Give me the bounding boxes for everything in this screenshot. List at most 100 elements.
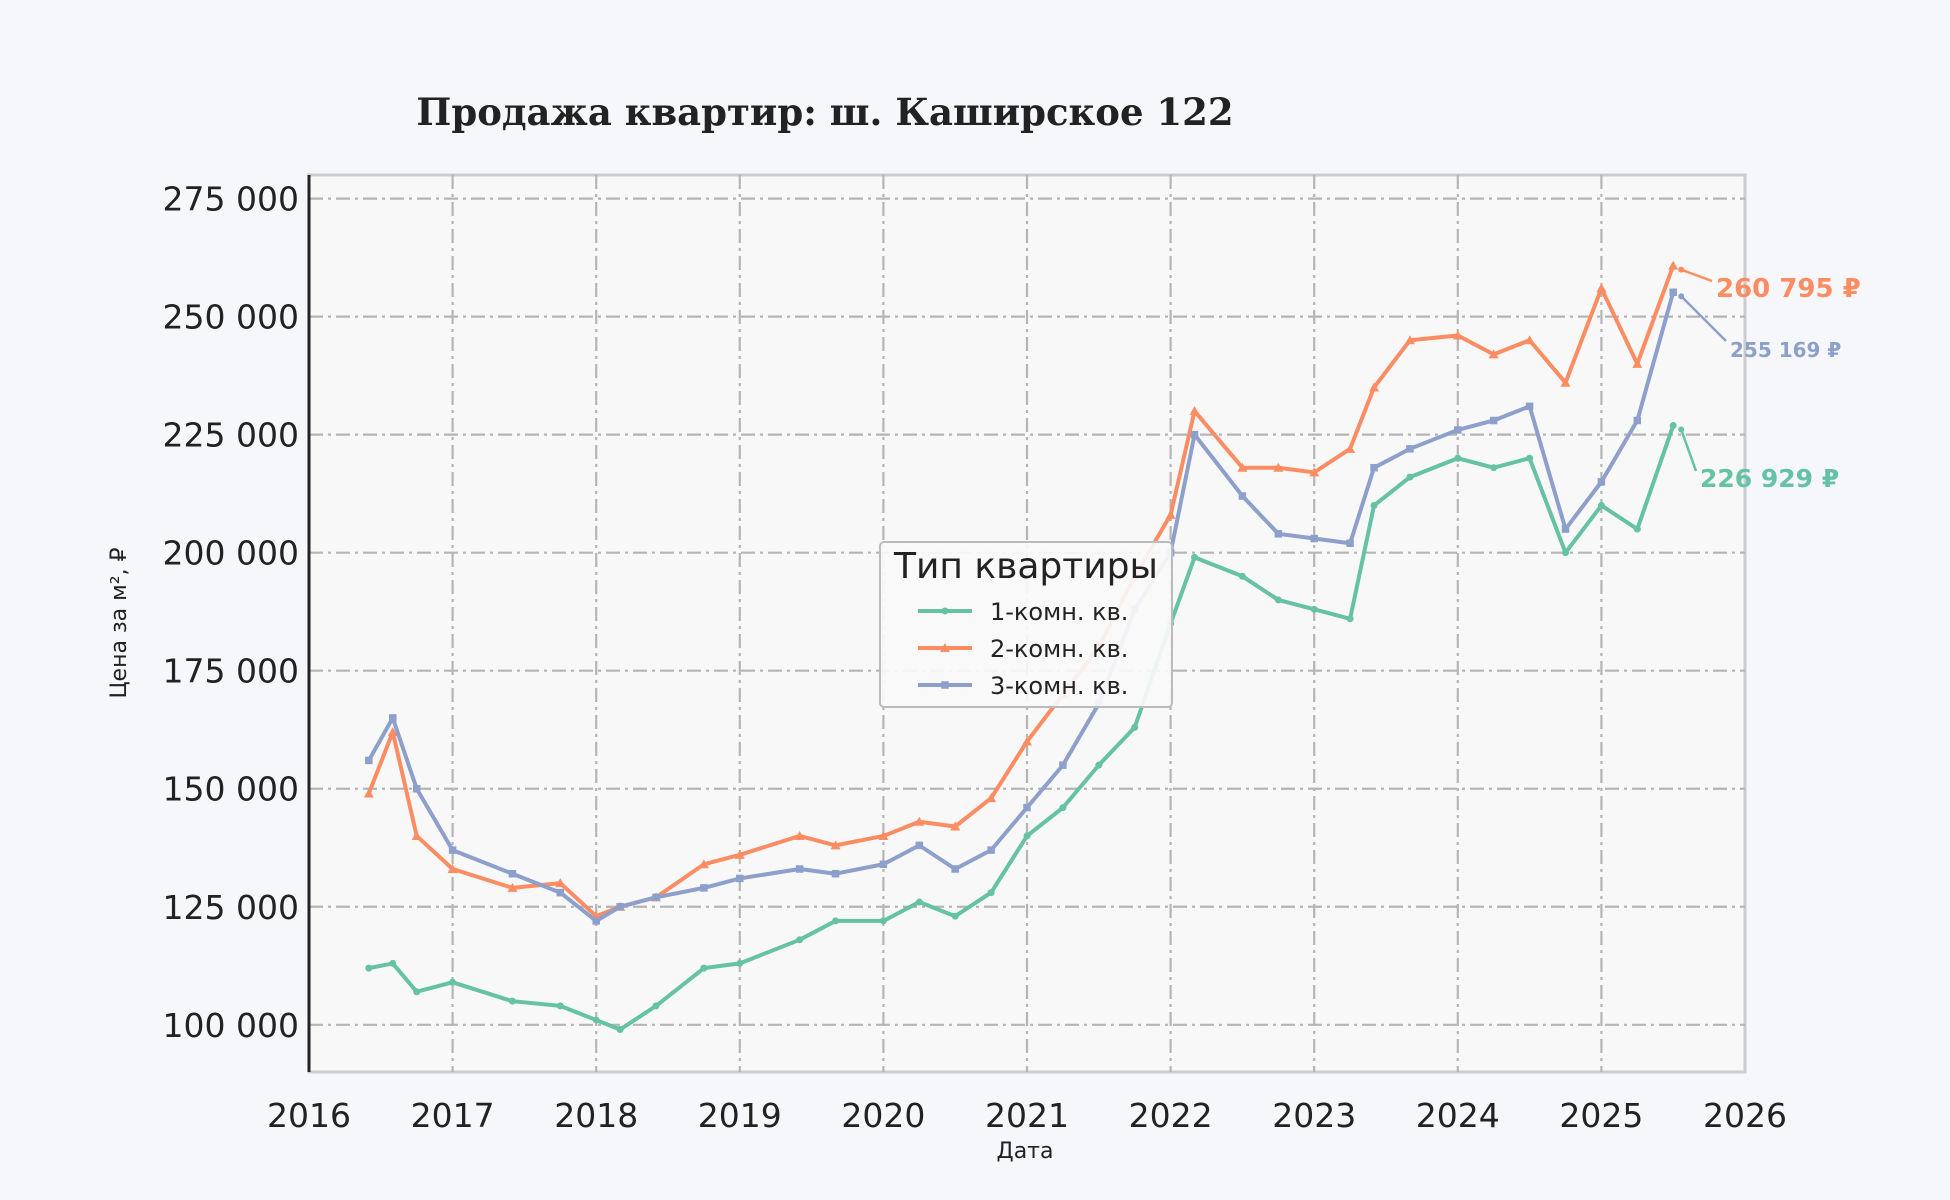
- data-point: [1346, 539, 1354, 547]
- data-point: [832, 917, 840, 925]
- data-point: [879, 917, 887, 925]
- x-tick-label: 2016: [267, 1096, 351, 1135]
- x-tick-label: 2017: [411, 1096, 495, 1135]
- data-point: [1274, 530, 1283, 538]
- annotation-arrowhead: [1678, 293, 1685, 300]
- data-point: [1406, 445, 1414, 453]
- data-point: [1370, 501, 1378, 509]
- data-point: [1560, 377, 1571, 387]
- data-point: [1131, 723, 1139, 731]
- y-tick-label: 275 000: [163, 180, 299, 219]
- data-point: [1165, 509, 1176, 519]
- y-tick-label: 100 000: [163, 1006, 299, 1045]
- series-lines: [363, 260, 1679, 1034]
- data-point: [1310, 605, 1318, 613]
- legend-label: 1-комн. кв.: [990, 598, 1128, 626]
- y-tick-label: 225 000: [163, 416, 299, 455]
- data-point: [1023, 832, 1031, 840]
- legend-box: [879, 541, 1173, 708]
- data-point: [507, 882, 518, 892]
- data-point: [592, 1016, 600, 1024]
- data-point: [1406, 473, 1414, 481]
- data-point: [1488, 349, 1499, 359]
- legend-title: Тип квартиры: [893, 546, 1158, 587]
- x-tick-label: 2026: [1703, 1096, 1787, 1135]
- data-point: [1632, 358, 1643, 368]
- data-point: [700, 884, 708, 892]
- data-point: [1524, 335, 1535, 345]
- data-point: [449, 978, 457, 986]
- data-point: [508, 997, 516, 1005]
- data-point: [940, 643, 950, 652]
- data-point: [950, 821, 961, 831]
- data-point: [652, 893, 660, 902]
- data-point: [1273, 462, 1284, 472]
- x-tick-label: 2021: [985, 1096, 1069, 1135]
- x-tick-label: 2019: [698, 1096, 782, 1135]
- data-point: [1454, 426, 1462, 434]
- annotation-arrowhead: [1678, 266, 1685, 273]
- data-point: [700, 964, 708, 972]
- data-point: [698, 859, 709, 869]
- data-point: [1370, 463, 1378, 472]
- data-point: [447, 863, 458, 873]
- annotation-arrow: [1680, 295, 1727, 342]
- y-tick-label: 150 000: [163, 770, 299, 809]
- x-tick-label: 2024: [1416, 1096, 1500, 1135]
- data-point: [616, 1026, 624, 1034]
- x-tick-label: 2018: [554, 1096, 638, 1135]
- y-axis-label: Цена за м², ₽: [107, 547, 132, 698]
- data-point: [914, 816, 925, 826]
- data-point: [1633, 525, 1641, 533]
- data-point: [796, 936, 804, 944]
- data-point: [794, 830, 805, 840]
- data-point: [387, 727, 398, 737]
- data-point: [1404, 335, 1415, 345]
- data-point: [734, 849, 745, 859]
- data-point: [1346, 615, 1354, 623]
- annotation-arrowhead: [1678, 426, 1685, 433]
- data-point: [1561, 525, 1570, 533]
- data-point: [1452, 330, 1463, 340]
- data-point: [556, 1002, 564, 1010]
- annotation-label: 260 795 ₽: [1716, 274, 1861, 304]
- data-point: [389, 959, 397, 967]
- y-ticks: 100 000 125 000 150 000 175 000 200 000 225 0…: [163, 180, 299, 1045]
- data-point: [915, 841, 924, 850]
- x-tick-label: 2020: [841, 1096, 925, 1135]
- x-tick-label: 2022: [1129, 1096, 1213, 1135]
- data-point: [1562, 549, 1569, 557]
- data-point: [879, 860, 888, 869]
- data-point: [1237, 462, 1248, 472]
- data-point: [1023, 803, 1031, 812]
- y-tick-label: 250 000: [163, 298, 299, 337]
- data-point: [389, 714, 397, 722]
- annotations: 260 795 ₽ 255 169 ₽ 226 929 ₽: [1678, 266, 1861, 493]
- data-point: [411, 830, 422, 840]
- annotation-arrow: [1680, 268, 1713, 283]
- data-point: [1597, 478, 1606, 486]
- series-line: [368, 424, 1676, 1032]
- y-tick-label: 200 000: [163, 534, 299, 573]
- data-point: [1669, 288, 1677, 296]
- data-point: [1238, 572, 1246, 580]
- series-line: [366, 264, 1676, 919]
- data-point: [1310, 534, 1318, 543]
- data-point: [987, 846, 995, 854]
- data-point: [616, 903, 624, 911]
- data-point: [365, 756, 373, 765]
- data-point: [1454, 454, 1462, 462]
- data-point: [1059, 804, 1067, 812]
- chart-title: Продажа квартир: ш. Каширское 122: [416, 90, 1233, 134]
- data-point: [413, 988, 421, 996]
- data-point: [1095, 761, 1103, 769]
- data-point: [1238, 492, 1247, 500]
- data-point: [795, 865, 804, 873]
- data-point: [1525, 402, 1534, 411]
- data-point: [556, 888, 565, 897]
- data-point: [365, 964, 373, 972]
- data-point: [941, 681, 949, 689]
- data-point: [1369, 382, 1380, 392]
- data-point: [1059, 761, 1067, 769]
- data-point: [831, 869, 840, 878]
